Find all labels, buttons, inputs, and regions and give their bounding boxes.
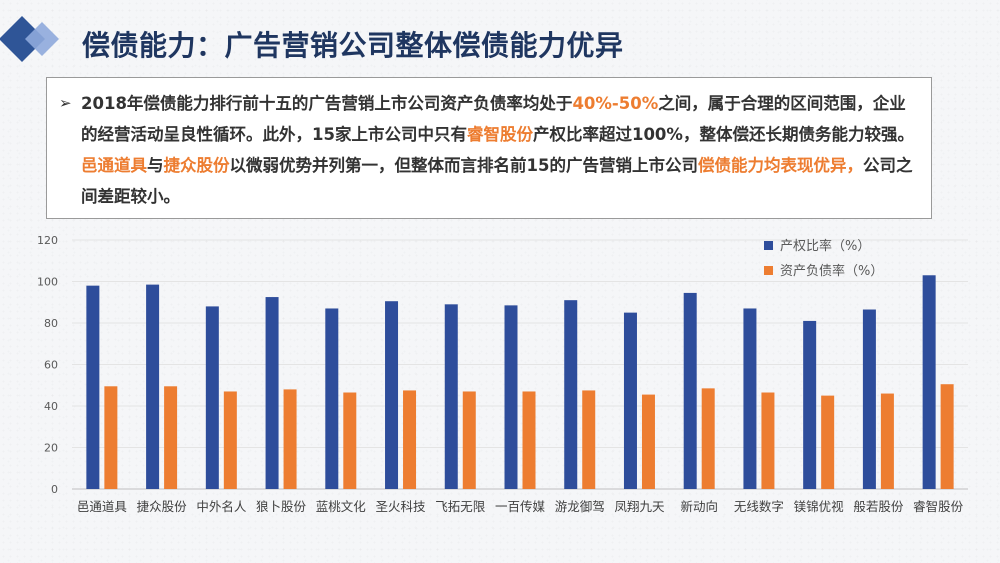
diamond-logo-icon <box>0 16 59 62</box>
y-tick-label: 120 <box>37 234 58 247</box>
bar-chart: 0 20 40 60 80 100 120 邑通道具 捷众股份 中外名人 狼卜股份 蓝桃文化 圣火科技飞… <box>37 234 968 514</box>
y-tick-label: 20 <box>44 442 58 455</box>
bar-equity-ratio <box>862 309 876 489</box>
summary-fragment: 公司之间差距较小。 <box>81 156 913 206</box>
summary-highlight: 睿智股份 <box>466 125 533 144</box>
x-tick-label: 游龙御驾 <box>555 499 605 514</box>
bar-debt-ratio <box>522 391 536 489</box>
summary-fragment: 以微弱优势并列第一，但整体而言排名前15的广告营销上市公司 <box>229 156 698 175</box>
legend-swatch-debt <box>764 266 773 275</box>
bar-equity-ratio <box>623 312 637 489</box>
summary-highlight: 邑通道具 <box>81 156 147 175</box>
bar-equity-ratio <box>205 306 219 489</box>
legend-label: 资产负债率（%） <box>780 263 883 279</box>
bar-debt-ratio <box>403 390 417 489</box>
y-tick-label: 0 <box>51 483 58 496</box>
bar-equity-ratio <box>86 285 100 489</box>
bar-equity-ratio <box>146 284 160 489</box>
bar-debt-ratio <box>223 391 237 489</box>
bar-debt-ratio <box>582 390 596 489</box>
summary-fragment: 之间，属于合理的区间范围，企业的经营活动呈良性循环。此外，15家上市公司中只有 <box>81 94 906 144</box>
bar-debt-ratio <box>940 384 954 489</box>
bar-equity-ratio <box>683 292 697 489</box>
bar-equity-ratio <box>385 301 399 489</box>
bar-debt-ratio <box>462 391 476 489</box>
arrow-bullet-icon: ➢ <box>59 94 72 112</box>
x-tick-label: 凤翔九天 <box>614 499 665 514</box>
bar-equity-ratio <box>743 308 757 489</box>
bar-debt-ratio <box>164 386 178 489</box>
x-tick-label: 一百传媒 <box>495 499 546 514</box>
bar-debt-ratio <box>343 392 357 489</box>
summary-fragment: 2018年偿债能力排行前十五的广告营销上市公司资产负债率均处于 <box>81 94 573 113</box>
bar-debt-ratio <box>821 395 835 489</box>
y-tick-label: 100 <box>37 276 58 289</box>
bar-equity-ratio <box>564 300 578 489</box>
bar-debt-ratio <box>641 394 655 489</box>
bar-equity-ratio <box>265 297 279 489</box>
x-tick-label: 般若股份 <box>853 499 904 514</box>
bar-equity-ratio <box>325 308 339 489</box>
bar-debt-ratio <box>880 393 894 489</box>
bar-equity-ratio <box>504 305 518 489</box>
bar-debt-ratio <box>761 392 775 489</box>
x-tick-label: 睿智股份 <box>913 499 964 514</box>
legend-label: 产权比率（%） <box>780 238 870 254</box>
summary-highlight: 40%-50% <box>572 94 659 113</box>
x-tick-label: 无线数字 <box>734 499 784 514</box>
summary-fragment: 产权比率超过100%，整体偿还长期债务能力较强。 <box>532 125 914 144</box>
page-title: 偿债能力：广告营销公司整体偿债能力优异 <box>82 29 624 62</box>
bar-debt-ratio <box>283 389 297 489</box>
x-tick-label: 飞拓无限 <box>435 499 486 514</box>
bar-equity-ratio <box>444 304 458 489</box>
x-tick-label: 蓝桃文化 <box>316 499 367 514</box>
bar-debt-ratio <box>701 388 715 489</box>
x-tick-label: 中外名人 <box>196 499 247 514</box>
bar-debt-ratio <box>104 386 118 489</box>
bar-equity-ratio <box>922 275 936 489</box>
x-tick-label: 圣火科技 <box>376 499 427 514</box>
summary-textbox: ➢ 2018年偿债能力排行前十五的广告营销上市公司资产负债率均处于40%-50%… <box>46 77 932 219</box>
bar-equity-ratio <box>803 320 817 489</box>
legend-swatch-equity <box>764 241 773 250</box>
x-tick-label: 新动向 <box>680 499 718 514</box>
summary-highlight: 捷众股份 <box>163 156 230 175</box>
summary-highlight: 偿债能力均表现优异， <box>697 156 863 175</box>
x-tick-label: 捷众股份 <box>137 499 188 514</box>
y-tick-label: 80 <box>44 317 58 330</box>
summary-text: 2018年偿债能力排行前十五的广告营销上市公司资产负债率均处于40%-50%之间… <box>81 88 917 212</box>
x-tick-label: 镁锦优视 <box>794 499 845 514</box>
y-tick-label: 40 <box>44 400 58 413</box>
y-tick-label: 60 <box>44 359 58 372</box>
summary-fragment: 与 <box>147 156 164 175</box>
x-tick-label: 狼卜股份 <box>256 499 307 514</box>
x-tick-label: 邑通道具 <box>77 499 128 514</box>
